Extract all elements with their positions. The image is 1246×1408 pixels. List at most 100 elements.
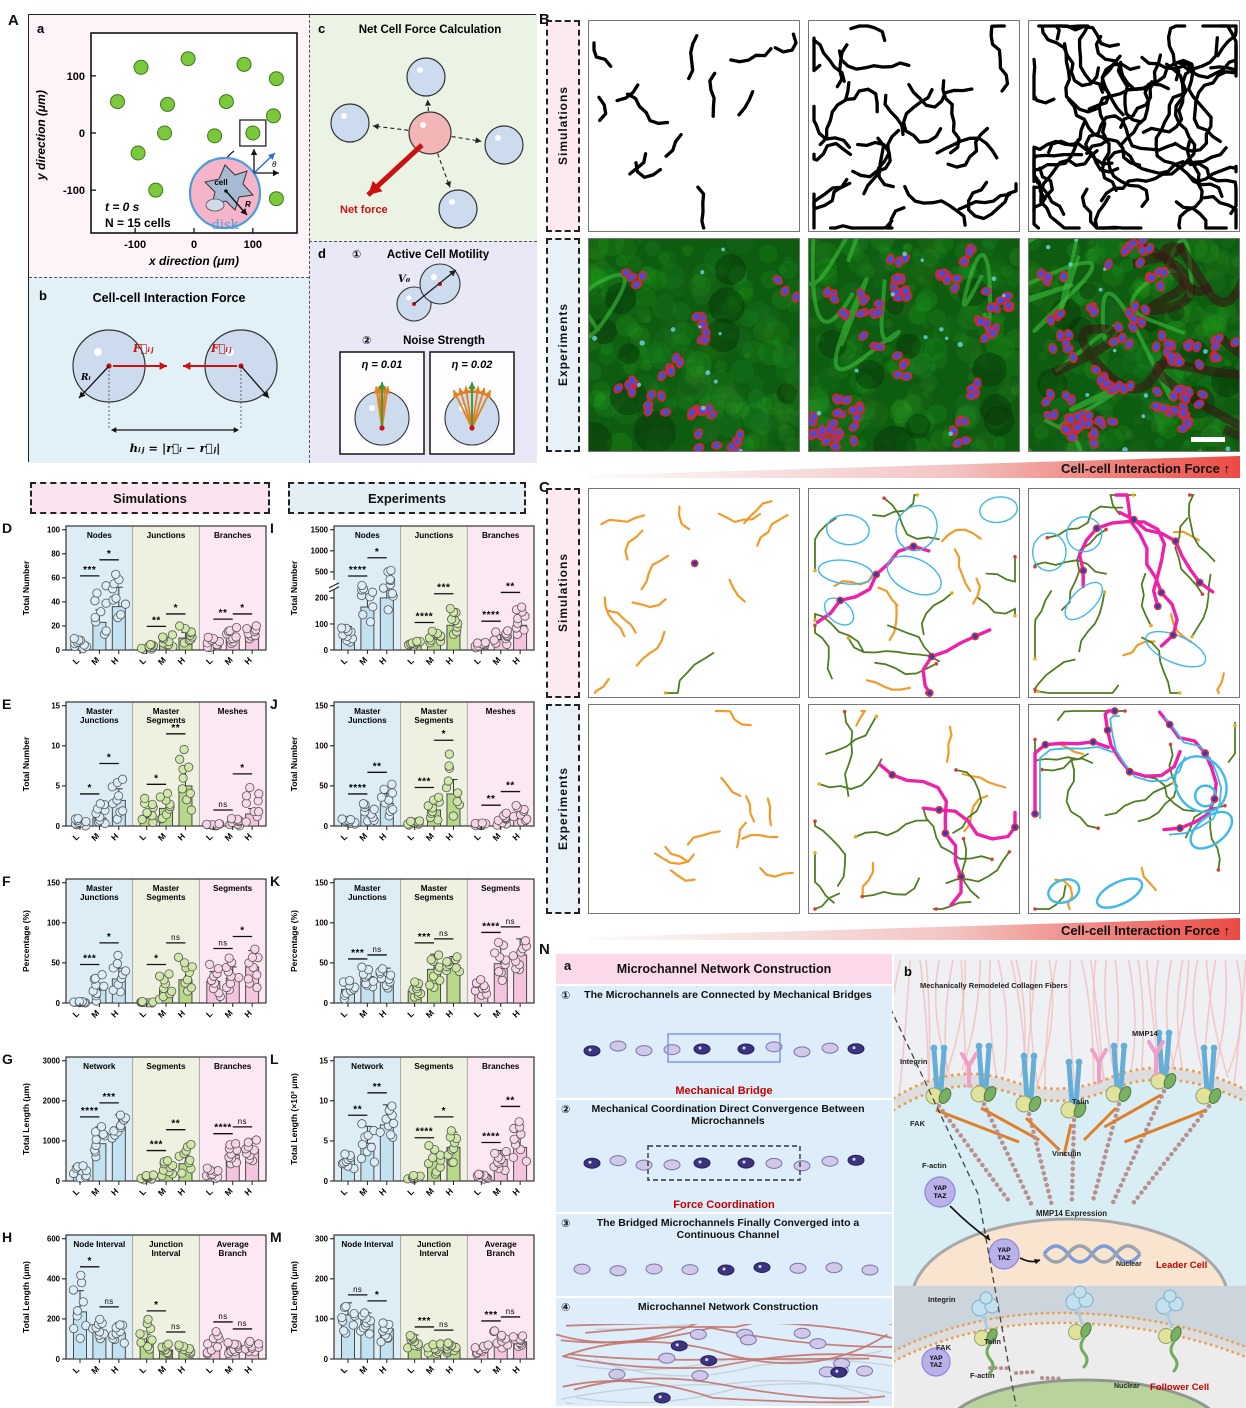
circle-shape — [975, 352, 992, 369]
circle-shape — [975, 1042, 983, 1050]
tspan-shape: Master — [354, 707, 381, 716]
group-title: Master Junctions — [80, 707, 119, 725]
cell-nucleus — [1091, 429, 1098, 437]
group-title: Meshes — [218, 707, 248, 716]
circle-shape — [894, 398, 903, 406]
data-point — [375, 1127, 385, 1137]
circle-shape — [908, 408, 935, 435]
junction-node — [690, 559, 699, 568]
endpoint-dot — [1131, 493, 1136, 497]
circle-shape — [814, 368, 841, 395]
branch-trace — [1191, 573, 1212, 638]
y-tick: 100 — [315, 620, 329, 629]
cell-ellipse — [691, 1370, 709, 1382]
data-point — [483, 1340, 493, 1350]
cell-nucleus — [1057, 311, 1064, 317]
x-tick-label: M — [223, 1008, 235, 1020]
data-point — [143, 1342, 153, 1352]
loop-outline — [1189, 810, 1234, 850]
collagen-fiber — [894, 959, 902, 997]
data-point — [410, 977, 420, 987]
axis-break — [328, 582, 340, 589]
circle-shape — [682, 314, 689, 322]
data-point — [366, 1142, 376, 1152]
endpoint-dot — [954, 768, 958, 772]
data-point — [501, 1146, 511, 1157]
circle-shape — [835, 1369, 839, 1373]
circle-shape — [905, 349, 931, 375]
tspan-shape: Junctions — [147, 531, 186, 540]
circle-shape — [679, 444, 688, 451]
y-tick: 50 — [319, 959, 328, 968]
circle-shape — [810, 375, 820, 385]
step-drawing — [583, 1033, 865, 1063]
data-point — [344, 976, 355, 986]
data-point — [502, 626, 513, 636]
junction-node — [1130, 515, 1138, 524]
v0-label: V₀ — [398, 274, 411, 285]
circle-shape — [589, 263, 601, 287]
circle-shape — [700, 405, 706, 411]
data-point — [522, 814, 532, 824]
y-tick: 150 — [47, 879, 61, 888]
circle-shape — [742, 1160, 746, 1164]
data-point — [470, 1343, 480, 1353]
data-point — [76, 1270, 86, 1280]
x-tick-label: L — [71, 832, 82, 843]
cell-track — [1154, 92, 1224, 198]
circle-shape — [609, 334, 629, 354]
integrin — [1163, 1032, 1172, 1078]
circle-shape — [910, 415, 928, 434]
circle-shape — [1150, 350, 1162, 362]
cell-nucleus — [1199, 391, 1206, 398]
integrin — [1201, 1047, 1210, 1093]
cell-nucleus — [858, 290, 864, 298]
circle-shape — [589, 249, 607, 275]
circle-shape — [939, 327, 944, 332]
cell-nucleus — [826, 425, 833, 432]
circle-shape — [757, 339, 784, 366]
circle-shape — [930, 1044, 938, 1052]
arrowhead — [463, 386, 471, 394]
endpoint-dot — [663, 691, 668, 695]
circle-shape — [871, 254, 885, 268]
data-point — [73, 813, 83, 824]
cell-ellipse — [658, 1352, 676, 1364]
tspan-shape: Interval — [151, 1249, 180, 1258]
step-title: The Bridged Microchannels Finally Conver… — [596, 1217, 860, 1242]
data-point — [162, 788, 173, 799]
data-point — [514, 1117, 524, 1127]
text-shape: YAP — [930, 1355, 944, 1362]
y-tick: 40 — [51, 598, 60, 607]
branch-trace — [922, 806, 993, 861]
x-tick-label: L — [204, 1365, 215, 1376]
circle-shape — [979, 1291, 993, 1305]
cell-nucleus — [644, 402, 652, 408]
cell-dot — [207, 128, 223, 144]
circle-shape — [747, 428, 769, 451]
circle-shape — [653, 328, 678, 354]
data-point — [241, 817, 251, 827]
circle-shape — [726, 330, 737, 341]
ri-label: Rᵢ — [80, 373, 91, 383]
cell-dot — [180, 51, 196, 67]
circle-shape — [1231, 316, 1239, 325]
coordination-box — [647, 1145, 801, 1181]
tspan-shape: Segments — [481, 884, 521, 893]
cell-ellipse — [700, 1355, 718, 1367]
circle-shape — [957, 341, 963, 348]
data-point — [96, 607, 106, 617]
data-point — [357, 962, 367, 972]
data-point — [346, 815, 356, 825]
circle-shape — [1015, 257, 1019, 265]
cell-nucleus — [1085, 420, 1092, 428]
data-point — [111, 569, 121, 579]
data-point — [508, 951, 518, 961]
circle-shape — [226, 348, 234, 356]
cell-nucleus — [1092, 366, 1100, 373]
data-point — [406, 816, 416, 826]
chart-L-letter: L — [270, 1051, 279, 1067]
junction-node — [836, 596, 845, 605]
fluorescence-svg — [589, 239, 799, 451]
loop-outline — [895, 504, 938, 552]
